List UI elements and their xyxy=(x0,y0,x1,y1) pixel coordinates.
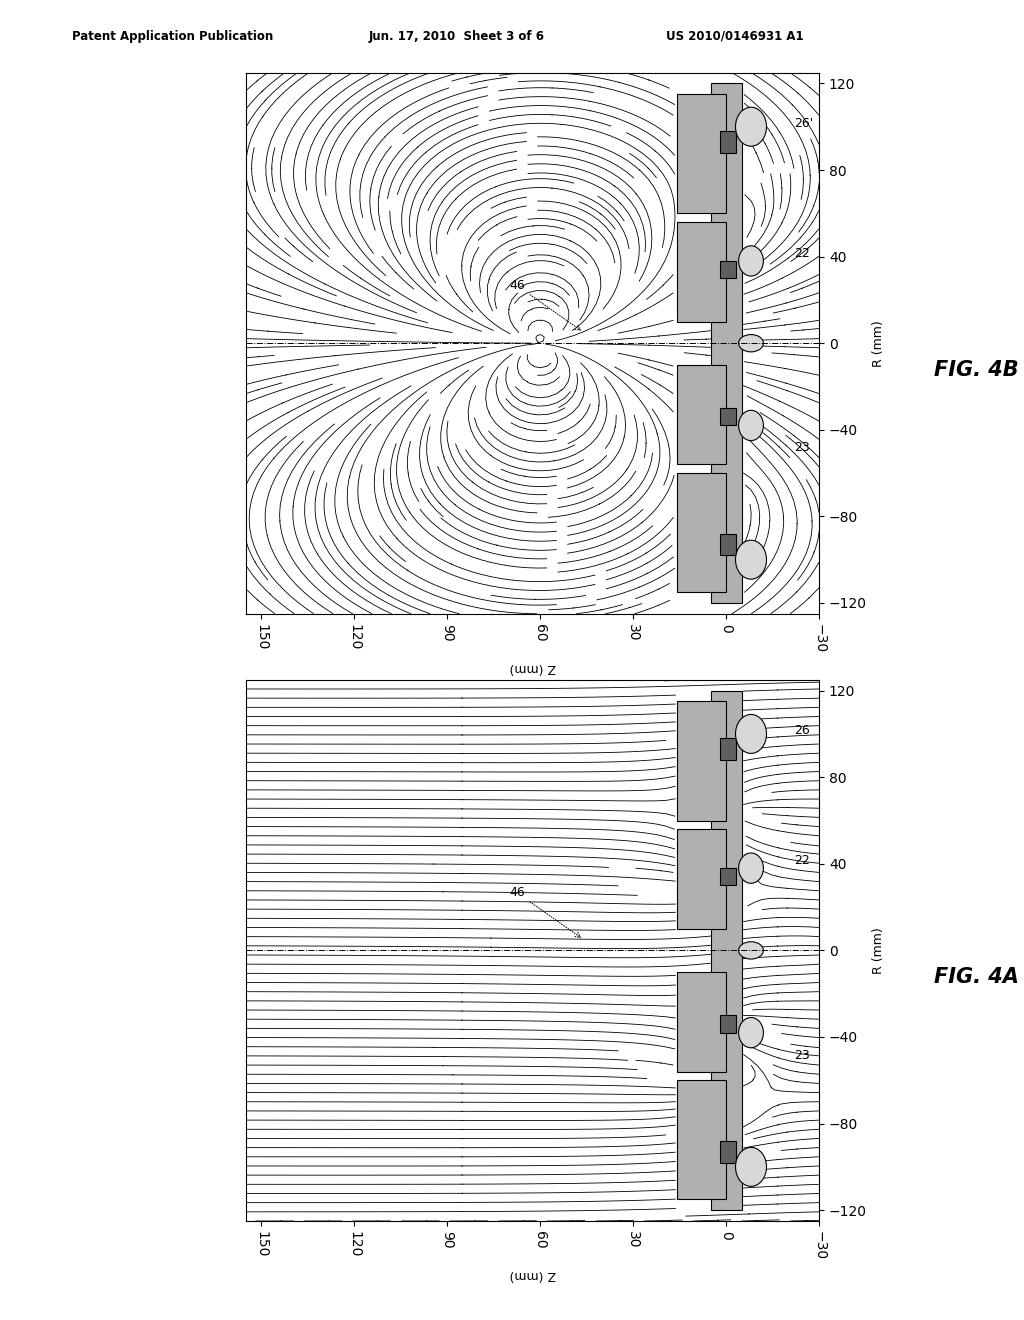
Bar xyxy=(720,408,735,425)
Bar xyxy=(677,473,726,593)
Bar xyxy=(711,83,741,603)
Ellipse shape xyxy=(735,714,767,754)
Bar xyxy=(720,261,735,279)
Y-axis label: R (mm): R (mm) xyxy=(872,319,886,367)
Text: 46: 46 xyxy=(509,279,581,330)
Bar xyxy=(711,690,741,1210)
Ellipse shape xyxy=(738,1018,764,1048)
Ellipse shape xyxy=(738,246,764,276)
Bar xyxy=(720,533,735,556)
Ellipse shape xyxy=(738,334,764,352)
Y-axis label: R (mm): R (mm) xyxy=(872,927,886,974)
X-axis label: Z (mm): Z (mm) xyxy=(509,1269,556,1282)
Text: 23: 23 xyxy=(795,441,810,454)
Bar xyxy=(677,222,726,322)
Ellipse shape xyxy=(738,941,764,960)
Bar xyxy=(677,972,726,1072)
Bar xyxy=(677,364,726,465)
Text: 26': 26' xyxy=(795,116,814,129)
Text: 23: 23 xyxy=(795,1048,810,1061)
Bar xyxy=(677,94,726,214)
Bar xyxy=(720,1140,735,1163)
Bar xyxy=(720,738,735,760)
X-axis label: Z (mm): Z (mm) xyxy=(509,661,556,675)
Text: Patent Application Publication: Patent Application Publication xyxy=(72,29,273,42)
Bar xyxy=(677,1080,726,1200)
Bar xyxy=(677,829,726,929)
Ellipse shape xyxy=(735,107,767,147)
Ellipse shape xyxy=(738,853,764,883)
Text: 46: 46 xyxy=(509,886,581,937)
Text: 22: 22 xyxy=(795,247,810,260)
Bar xyxy=(720,1015,735,1032)
Bar xyxy=(720,869,735,886)
Ellipse shape xyxy=(735,540,767,579)
Text: 22: 22 xyxy=(795,854,810,867)
Bar xyxy=(720,131,735,153)
Text: FIG. 4A: FIG. 4A xyxy=(934,968,1019,987)
Text: Jun. 17, 2010  Sheet 3 of 6: Jun. 17, 2010 Sheet 3 of 6 xyxy=(369,29,545,42)
Ellipse shape xyxy=(738,411,764,441)
Ellipse shape xyxy=(735,1147,767,1187)
Text: US 2010/0146931 A1: US 2010/0146931 A1 xyxy=(666,29,803,42)
Text: FIG. 4B: FIG. 4B xyxy=(934,360,1019,380)
Bar xyxy=(677,701,726,821)
Text: 26: 26 xyxy=(795,723,810,737)
